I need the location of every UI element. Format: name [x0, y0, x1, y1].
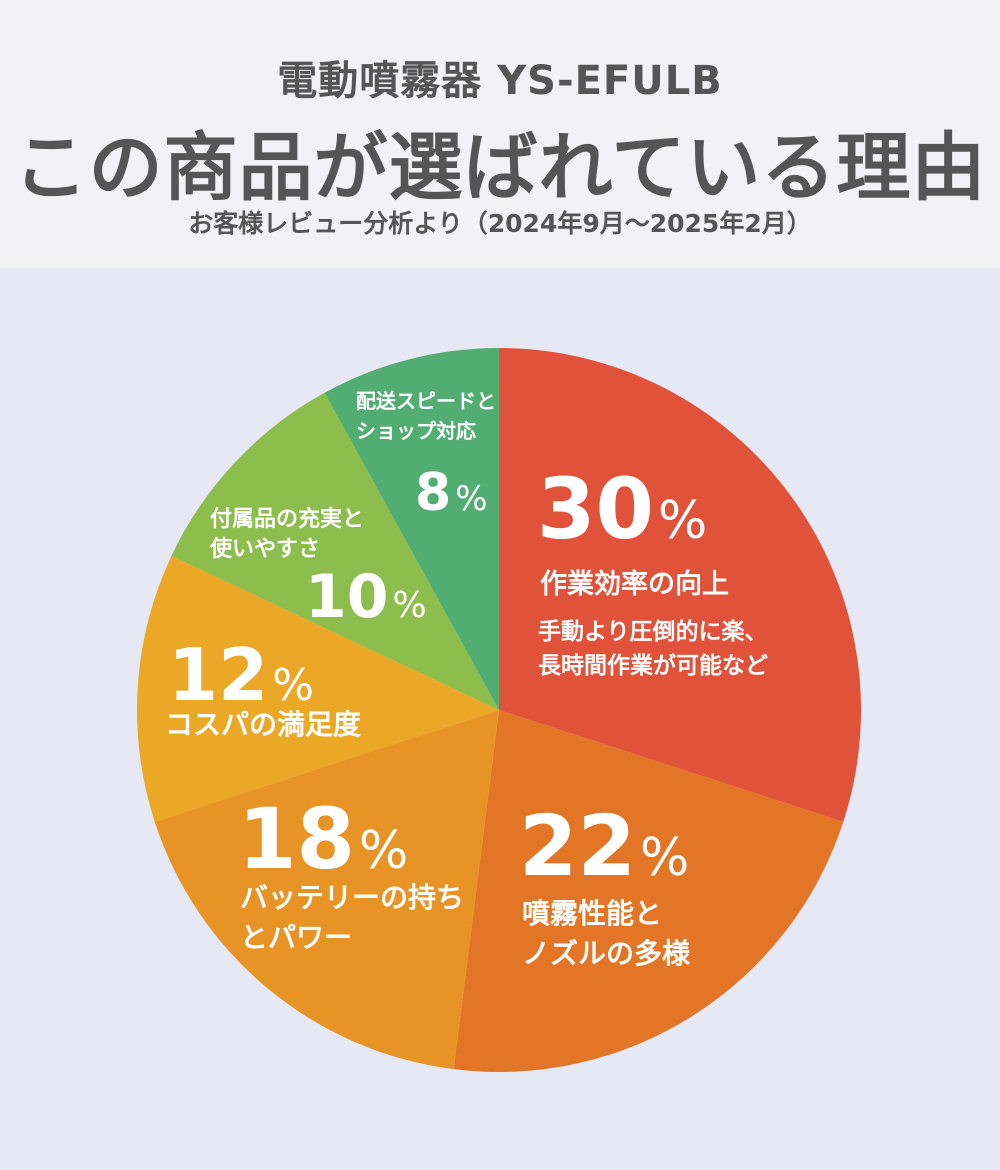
headline: この商品が選ばれている理由	[13, 125, 987, 211]
product-title: 電動噴霧器 YS-EFULB	[277, 58, 723, 104]
slice-value-unit: %	[359, 821, 408, 881]
slice-value-5: 10%	[305, 562, 427, 632]
pie-slice-4	[137, 555, 500, 822]
slice-sublabel-1: 手動より圧倒的に楽、	[538, 618, 768, 645]
slice-value-number: 8	[415, 463, 451, 523]
slice-label-3: とパワー	[240, 921, 352, 954]
slice-value-number: 30	[537, 460, 654, 558]
header-band: 電動噴霧器 YS-EFULB この商品が選ばれている理由 お客様レビュー分析より…	[0, 0, 1000, 268]
slice-value-2: 22%	[519, 797, 689, 895]
slice-label-2: ノズルの多様	[522, 937, 691, 970]
slice-value-number: 12	[168, 633, 268, 717]
slice-label-group-4: 12%コスパの満足度	[165, 633, 361, 741]
slice-sublabel-1: 長時間作業が可能など	[538, 652, 768, 679]
pie-chart: 30%作業効率の向上手動より圧倒的に楽、長時間作業が可能など22%噴霧性能とノズ…	[137, 348, 861, 1073]
slice-label-2: 噴霧性能と	[522, 897, 662, 930]
source-note: お客様レビュー分析より（2024年9月～2025年2月）	[188, 209, 812, 238]
slice-label-4: コスパの満足度	[165, 708, 361, 741]
slice-label-6: 配送スピードと	[356, 389, 496, 413]
chart-area: 30% 作業効率の向上 手動より圧倒的に楽、 長時間作業が可能など 22% 噴霧性能と ノズ…	[0, 268, 1000, 1170]
slice-value-unit: %	[640, 828, 689, 888]
slice-label-5: 付属品の充実と	[210, 506, 364, 532]
slice-label-3: バッテリーの持ち	[240, 881, 464, 914]
slice-value-6: 8%	[415, 463, 488, 523]
slice-value-unit: %	[658, 491, 707, 551]
slice-value-number: 22	[519, 797, 636, 895]
slice-value-number: 18	[238, 790, 355, 888]
pie-slice-2	[453, 710, 844, 1073]
pie-slice-6	[324, 348, 499, 710]
slice-value-number: 10	[305, 562, 389, 632]
slice-value-4: 12%	[168, 633, 314, 717]
slice-label-1: 作業効率の向上	[540, 568, 729, 600]
pie-slice-5	[171, 392, 499, 710]
slice-value-unit: %	[393, 585, 427, 626]
slice-value-3: 18%	[238, 790, 408, 888]
slice-label-6: ショップ対応	[356, 419, 476, 443]
pie-slice-3	[154, 710, 499, 1070]
slice-value-unit: %	[272, 660, 314, 711]
slice-value-1: 30%	[537, 460, 707, 558]
slice-label-5: 使いやすさ	[209, 537, 320, 562]
slice-value-unit: %	[455, 479, 487, 519]
pie-slice-1	[499, 348, 861, 822]
